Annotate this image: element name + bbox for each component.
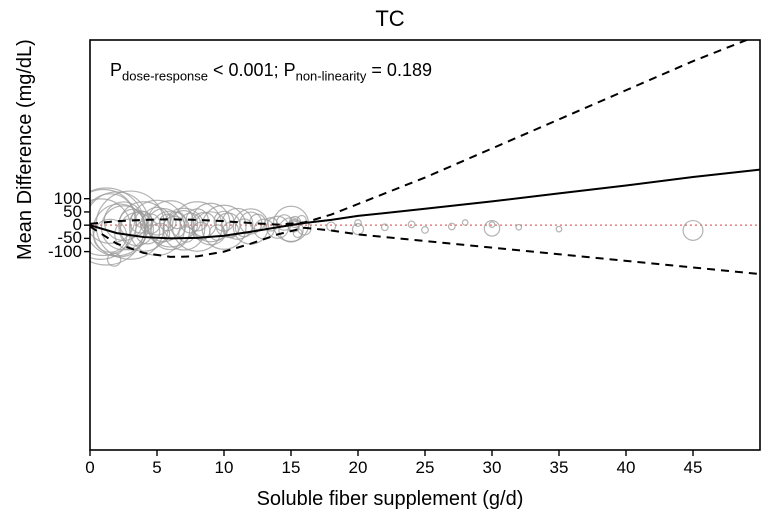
x-tick-label: 30 [472, 458, 512, 478]
chart-container: TC Mean Difference (mg/dL) Soluble fiber… [0, 0, 780, 519]
x-tick-label: 5 [137, 458, 177, 478]
plot-svg [0, 0, 780, 519]
y-tick-label: 100 [32, 189, 82, 209]
x-tick-label: 10 [204, 458, 244, 478]
x-tick-label: 40 [606, 458, 646, 478]
x-tick-label: 45 [673, 458, 713, 478]
x-tick-label: 35 [539, 458, 579, 478]
x-tick-label: 15 [271, 458, 311, 478]
x-tick-label: 20 [338, 458, 378, 478]
x-tick-label: 0 [70, 458, 110, 478]
x-tick-label: 25 [405, 458, 445, 478]
